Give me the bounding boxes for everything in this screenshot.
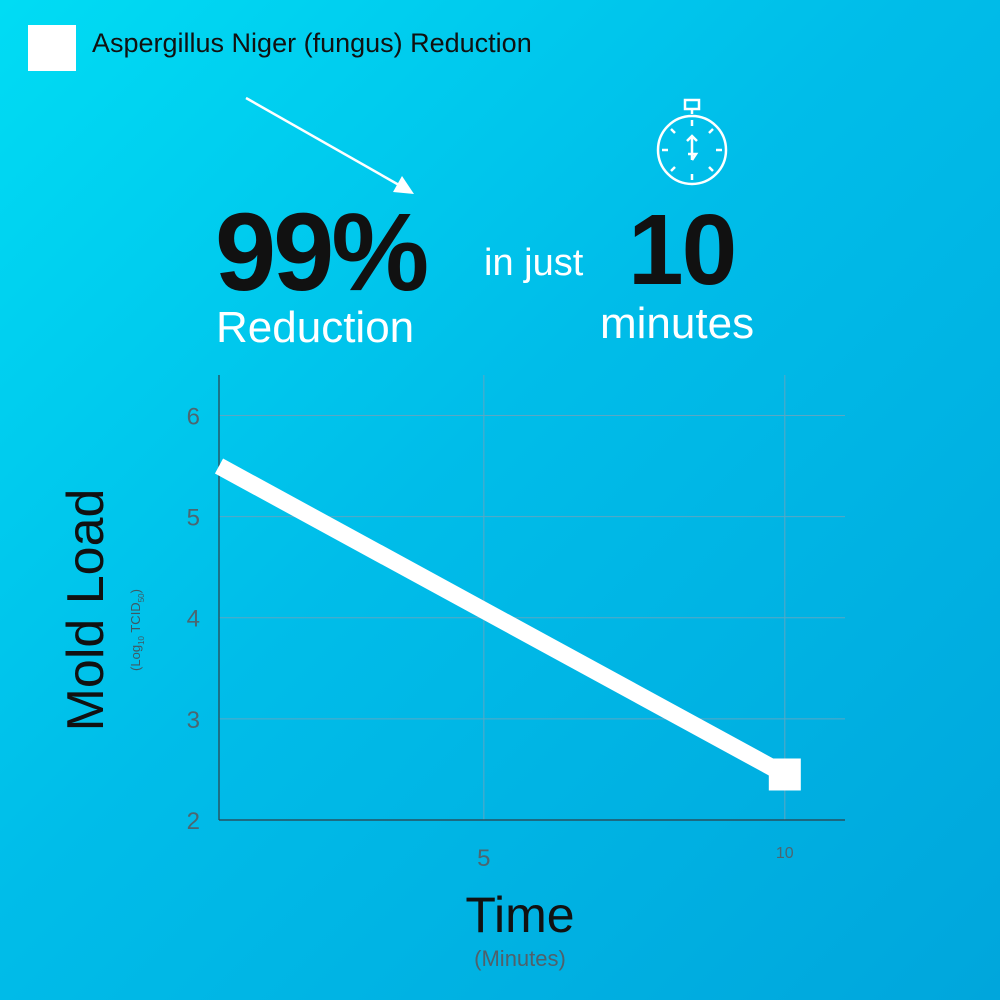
y-unit-sub: 50 xyxy=(136,593,146,603)
y-tick-label: 4 xyxy=(187,606,200,633)
x-axis-label: Time xyxy=(465,887,575,943)
y-tick-label: 3 xyxy=(187,707,200,734)
headline-percent: 99% xyxy=(215,191,429,314)
headline-minutes-label: minutes xyxy=(600,299,755,348)
y-unit-part: (Log xyxy=(128,644,144,671)
y-tick-label: 5 xyxy=(187,505,200,532)
y-axis-label: Mold Load xyxy=(57,488,115,732)
x-tick-label: 10 xyxy=(776,845,794,862)
y-tick-label: 2 xyxy=(187,808,200,835)
headline-minutes: 10 xyxy=(628,194,737,306)
y-tick-label: 6 xyxy=(187,403,200,430)
headline-percent-label: Reduction xyxy=(216,303,415,352)
y-unit-sub: 10 xyxy=(136,636,146,645)
y-axis-unit: (Log10 TCID50) xyxy=(128,589,146,671)
stopwatch-icon xyxy=(656,98,728,186)
headline-connector: in just xyxy=(484,242,584,284)
y-unit-part: ) xyxy=(128,589,144,594)
data-series-line xyxy=(214,458,789,782)
y-unit-part: TCID xyxy=(128,602,144,637)
legend-label: Aspergillus Niger (fungus) Reduction xyxy=(92,28,532,58)
data-point-marker xyxy=(768,758,801,791)
x-tick-label: 5 xyxy=(477,845,490,872)
legend-swatch xyxy=(28,25,76,71)
x-axis-unit: (Minutes) xyxy=(474,946,566,971)
